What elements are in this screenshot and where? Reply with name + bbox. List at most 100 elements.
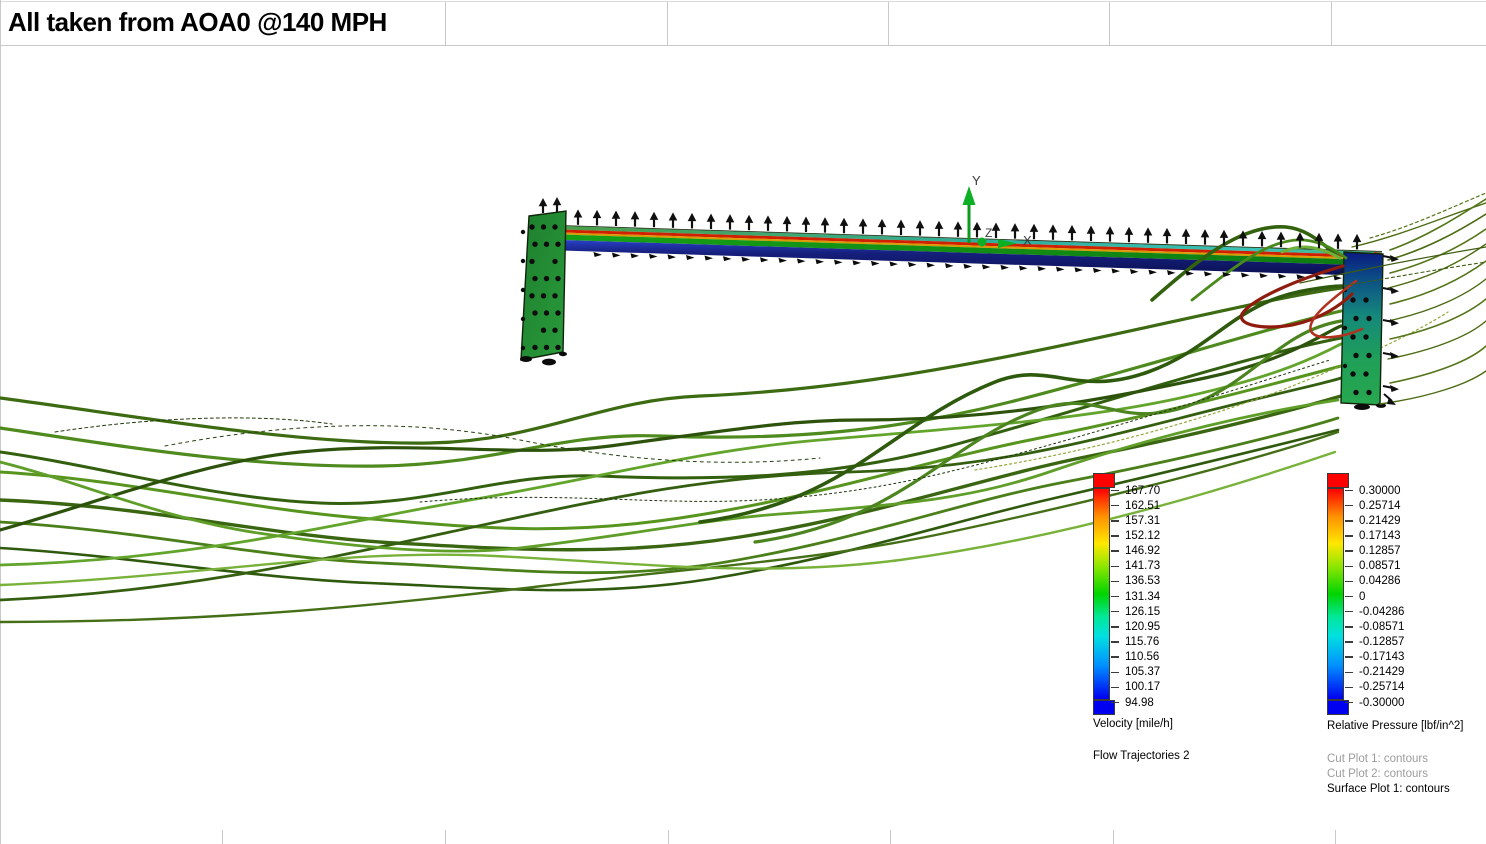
tick-mark bbox=[1345, 504, 1353, 507]
scale-tick-row: 141.73 bbox=[1111, 559, 1160, 574]
tick-mark bbox=[1345, 489, 1353, 492]
scale-value: 136.53 bbox=[1125, 575, 1161, 588]
scale-value: 0.12857 bbox=[1359, 545, 1401, 558]
left-endplate-dots bbox=[520, 224, 561, 351]
scale-tick-row: 131.34 bbox=[1111, 589, 1160, 604]
flow-streamlines bbox=[0, 284, 1449, 624]
scale-tick-row: 115.76 bbox=[1111, 634, 1160, 649]
scale-value: 131.34 bbox=[1125, 590, 1161, 603]
velocity-colorbar-min-cap bbox=[1093, 700, 1115, 715]
tick-mark bbox=[1111, 550, 1119, 552]
tick-mark bbox=[1345, 565, 1353, 568]
wing-lower-edge-arrows bbox=[593, 252, 1342, 281]
scale-tick-row: -0.04286 bbox=[1345, 604, 1404, 619]
z-axis-cone bbox=[977, 237, 987, 247]
tick-mark bbox=[1111, 504, 1119, 507]
velocity-unit-label: Velocity [mile/h] bbox=[1093, 718, 1173, 730]
tick-mark bbox=[1345, 686, 1353, 689]
scale-tick-row: 0.08571 bbox=[1345, 559, 1404, 574]
spreadsheet-gridline-left bbox=[0, 0, 1, 844]
spreadsheet-gridline-col bbox=[1109, 2, 1110, 45]
spreadsheet-gridline-top bbox=[0, 1, 1486, 2]
spreadsheet-gridline-col bbox=[1331, 2, 1332, 45]
pressure-colorbar-max-cap bbox=[1327, 473, 1349, 488]
spreadsheet-gridline-col bbox=[888, 2, 889, 45]
scale-value: -0.21429 bbox=[1359, 666, 1405, 679]
velocity-scale-labels: 167.70 162.51 157.31 152.12 146.92 bbox=[1111, 483, 1160, 710]
scale-tick-row: 110.56 bbox=[1111, 650, 1160, 665]
tick-mark bbox=[1111, 565, 1119, 568]
tick-mark bbox=[1345, 580, 1353, 583]
tick-mark bbox=[1345, 626, 1353, 628]
tick-mark bbox=[1345, 701, 1353, 704]
scale-tick-row: 152.12 bbox=[1111, 528, 1160, 543]
spreadsheet-gridline-tick bbox=[668, 830, 669, 844]
scale-value: -0.25714 bbox=[1359, 681, 1405, 694]
scale-value: 146.92 bbox=[1125, 545, 1161, 558]
tick-mark bbox=[1345, 656, 1353, 658]
scale-value: 105.37 bbox=[1125, 666, 1161, 679]
tick-mark bbox=[1111, 641, 1119, 643]
spreadsheet-gridline-tick bbox=[1335, 830, 1336, 844]
downstream-streamlines bbox=[1284, 192, 1486, 405]
left-endplate bbox=[520, 210, 567, 366]
tick-mark bbox=[1111, 520, 1119, 522]
tick-mark bbox=[1345, 610, 1353, 613]
scale-tick-row: -0.17143 bbox=[1345, 650, 1404, 665]
cut-plot-1-label: Cut Plot 1: contours bbox=[1327, 753, 1428, 765]
tick-mark bbox=[1111, 489, 1119, 492]
spreadsheet-gridline-tick bbox=[222, 830, 223, 844]
tick-mark bbox=[1345, 535, 1353, 537]
x-axis-label: X bbox=[1023, 233, 1032, 248]
pressure-unit-label: Relative Pressure [lbf/in^2] bbox=[1327, 720, 1464, 732]
tick-mark bbox=[1111, 595, 1119, 598]
coordinate-triad: Y Z X bbox=[962, 173, 1032, 248]
surface-normal-arrows bbox=[538, 197, 1362, 250]
pressure-colorbar-min-cap bbox=[1327, 700, 1349, 715]
scale-tick-row: 120.95 bbox=[1111, 619, 1160, 634]
scale-value: 152.12 bbox=[1125, 529, 1161, 542]
scale-value: -0.30000 bbox=[1359, 696, 1405, 709]
scale-tick-row: -0.25714 bbox=[1345, 680, 1404, 695]
scale-tick-row: -0.21429 bbox=[1345, 665, 1404, 680]
spreadsheet-gridline-row bbox=[0, 45, 1486, 46]
scale-value: -0.12857 bbox=[1359, 635, 1405, 648]
scale-value: 0.25714 bbox=[1359, 499, 1401, 512]
scale-tick-row: 167.70 bbox=[1111, 483, 1160, 498]
scale-tick-row: 94.98 bbox=[1111, 695, 1160, 710]
scale-tick-row: -0.08571 bbox=[1345, 619, 1404, 634]
spreadsheet-gridline-col bbox=[445, 2, 446, 45]
scale-tick-row: 100.17 bbox=[1111, 680, 1160, 695]
scale-value: 0.30000 bbox=[1359, 484, 1401, 497]
scale-tick-row: -0.12857 bbox=[1345, 634, 1404, 649]
tick-mark bbox=[1111, 671, 1119, 673]
scale-tick-row: 0.04286 bbox=[1345, 574, 1404, 589]
pressure-colorbar-gradient bbox=[1327, 488, 1344, 700]
scale-value: 110.56 bbox=[1125, 651, 1160, 664]
scale-value: 157.31 bbox=[1125, 514, 1161, 527]
tick-mark bbox=[1111, 656, 1119, 658]
spreadsheet-gridline-tick bbox=[445, 830, 446, 844]
scale-value: 120.95 bbox=[1125, 620, 1161, 633]
scale-tick-row: 0.12857 bbox=[1345, 544, 1404, 559]
scale-value: 0.21429 bbox=[1359, 514, 1401, 527]
scale-tick-row: 126.15 bbox=[1111, 604, 1160, 619]
scale-value: 115.76 bbox=[1125, 635, 1160, 648]
scale-tick-row: 162.51 bbox=[1111, 498, 1160, 513]
tick-mark bbox=[1111, 626, 1119, 628]
scale-tick-row: 0.30000 bbox=[1345, 483, 1404, 498]
tick-mark bbox=[1111, 535, 1119, 537]
spreadsheet-gridline-tick bbox=[1113, 830, 1114, 844]
scale-value: 0.04286 bbox=[1359, 575, 1401, 588]
scale-tick-row: 157.31 bbox=[1111, 513, 1160, 528]
velocity-plot-label: Flow Trajectories 2 bbox=[1093, 750, 1190, 762]
velocity-colorbar-gradient bbox=[1093, 488, 1110, 700]
scale-value: 0 bbox=[1359, 590, 1366, 603]
tick-mark bbox=[1111, 610, 1119, 613]
scale-value: -0.17143 bbox=[1359, 651, 1405, 664]
spreadsheet-gridline-col bbox=[667, 2, 668, 45]
scale-value: -0.08571 bbox=[1359, 620, 1405, 633]
scale-tick-row: 146.92 bbox=[1111, 544, 1160, 559]
pressure-plot-list: Cut Plot 1: contours Cut Plot 2: contour… bbox=[1327, 752, 1450, 798]
